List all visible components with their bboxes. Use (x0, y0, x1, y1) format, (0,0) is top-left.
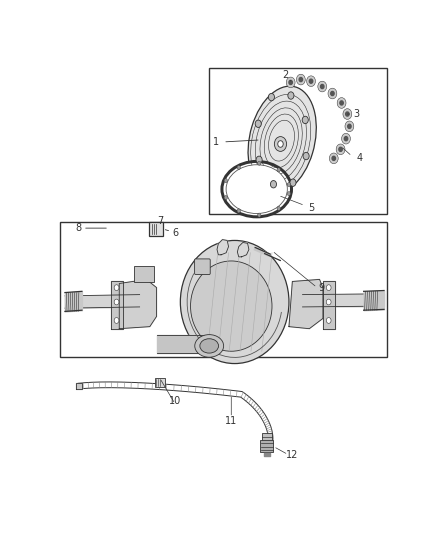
Circle shape (287, 183, 291, 187)
Circle shape (343, 109, 352, 119)
Circle shape (348, 124, 351, 128)
Circle shape (277, 168, 280, 172)
Circle shape (277, 206, 280, 211)
Circle shape (326, 299, 331, 305)
Polygon shape (323, 281, 335, 329)
Text: 1: 1 (213, 137, 219, 147)
Ellipse shape (180, 240, 289, 364)
Polygon shape (217, 240, 229, 255)
Ellipse shape (248, 86, 316, 193)
Circle shape (328, 88, 337, 99)
Circle shape (309, 79, 313, 83)
FancyBboxPatch shape (149, 222, 163, 236)
FancyBboxPatch shape (194, 259, 210, 274)
Text: 3: 3 (354, 109, 360, 119)
Ellipse shape (200, 339, 219, 353)
Circle shape (114, 299, 119, 305)
Text: 11: 11 (225, 416, 237, 426)
Text: 9: 9 (318, 282, 324, 293)
FancyBboxPatch shape (155, 377, 165, 387)
Circle shape (274, 136, 286, 151)
FancyBboxPatch shape (261, 440, 273, 452)
Circle shape (302, 116, 308, 124)
Circle shape (288, 92, 294, 99)
Circle shape (255, 120, 261, 127)
Circle shape (224, 196, 227, 200)
Circle shape (114, 318, 119, 324)
Circle shape (270, 181, 276, 188)
Polygon shape (289, 279, 323, 329)
Circle shape (321, 84, 324, 88)
Circle shape (237, 209, 240, 213)
Circle shape (337, 98, 346, 108)
Bar (209, 68, 387, 214)
Polygon shape (111, 281, 123, 329)
Ellipse shape (191, 261, 272, 351)
Circle shape (268, 93, 275, 101)
Circle shape (224, 179, 227, 183)
Ellipse shape (195, 335, 224, 357)
Text: 8: 8 (75, 223, 81, 233)
Circle shape (237, 165, 240, 169)
Circle shape (342, 133, 350, 144)
Circle shape (286, 77, 295, 88)
Polygon shape (254, 247, 270, 256)
Circle shape (303, 152, 309, 160)
Circle shape (340, 101, 343, 105)
Circle shape (256, 156, 262, 164)
Circle shape (258, 213, 261, 217)
Circle shape (318, 81, 327, 92)
Polygon shape (119, 279, 156, 329)
Text: 7: 7 (157, 216, 163, 226)
FancyBboxPatch shape (134, 266, 154, 282)
Circle shape (339, 147, 342, 151)
Text: 12: 12 (286, 450, 299, 459)
FancyBboxPatch shape (262, 432, 272, 441)
Ellipse shape (222, 161, 292, 217)
Circle shape (299, 77, 303, 82)
Circle shape (297, 74, 305, 85)
Text: 6: 6 (172, 228, 178, 238)
Circle shape (278, 141, 283, 147)
Circle shape (287, 191, 291, 196)
Text: 4: 4 (357, 154, 363, 163)
Ellipse shape (226, 165, 287, 214)
Circle shape (290, 179, 296, 187)
Circle shape (332, 156, 336, 160)
Circle shape (346, 112, 349, 116)
Circle shape (326, 318, 331, 324)
Circle shape (258, 161, 261, 165)
Text: 10: 10 (169, 397, 181, 406)
Circle shape (289, 80, 292, 84)
Text: 5: 5 (308, 204, 314, 213)
Bar (60, 222, 387, 358)
Circle shape (336, 144, 345, 155)
Circle shape (345, 121, 354, 132)
Circle shape (329, 153, 338, 164)
Circle shape (326, 285, 331, 290)
Circle shape (307, 76, 315, 86)
Text: 2: 2 (283, 70, 289, 80)
Circle shape (344, 136, 348, 141)
Circle shape (114, 285, 119, 290)
Polygon shape (237, 243, 249, 257)
Circle shape (331, 92, 334, 95)
